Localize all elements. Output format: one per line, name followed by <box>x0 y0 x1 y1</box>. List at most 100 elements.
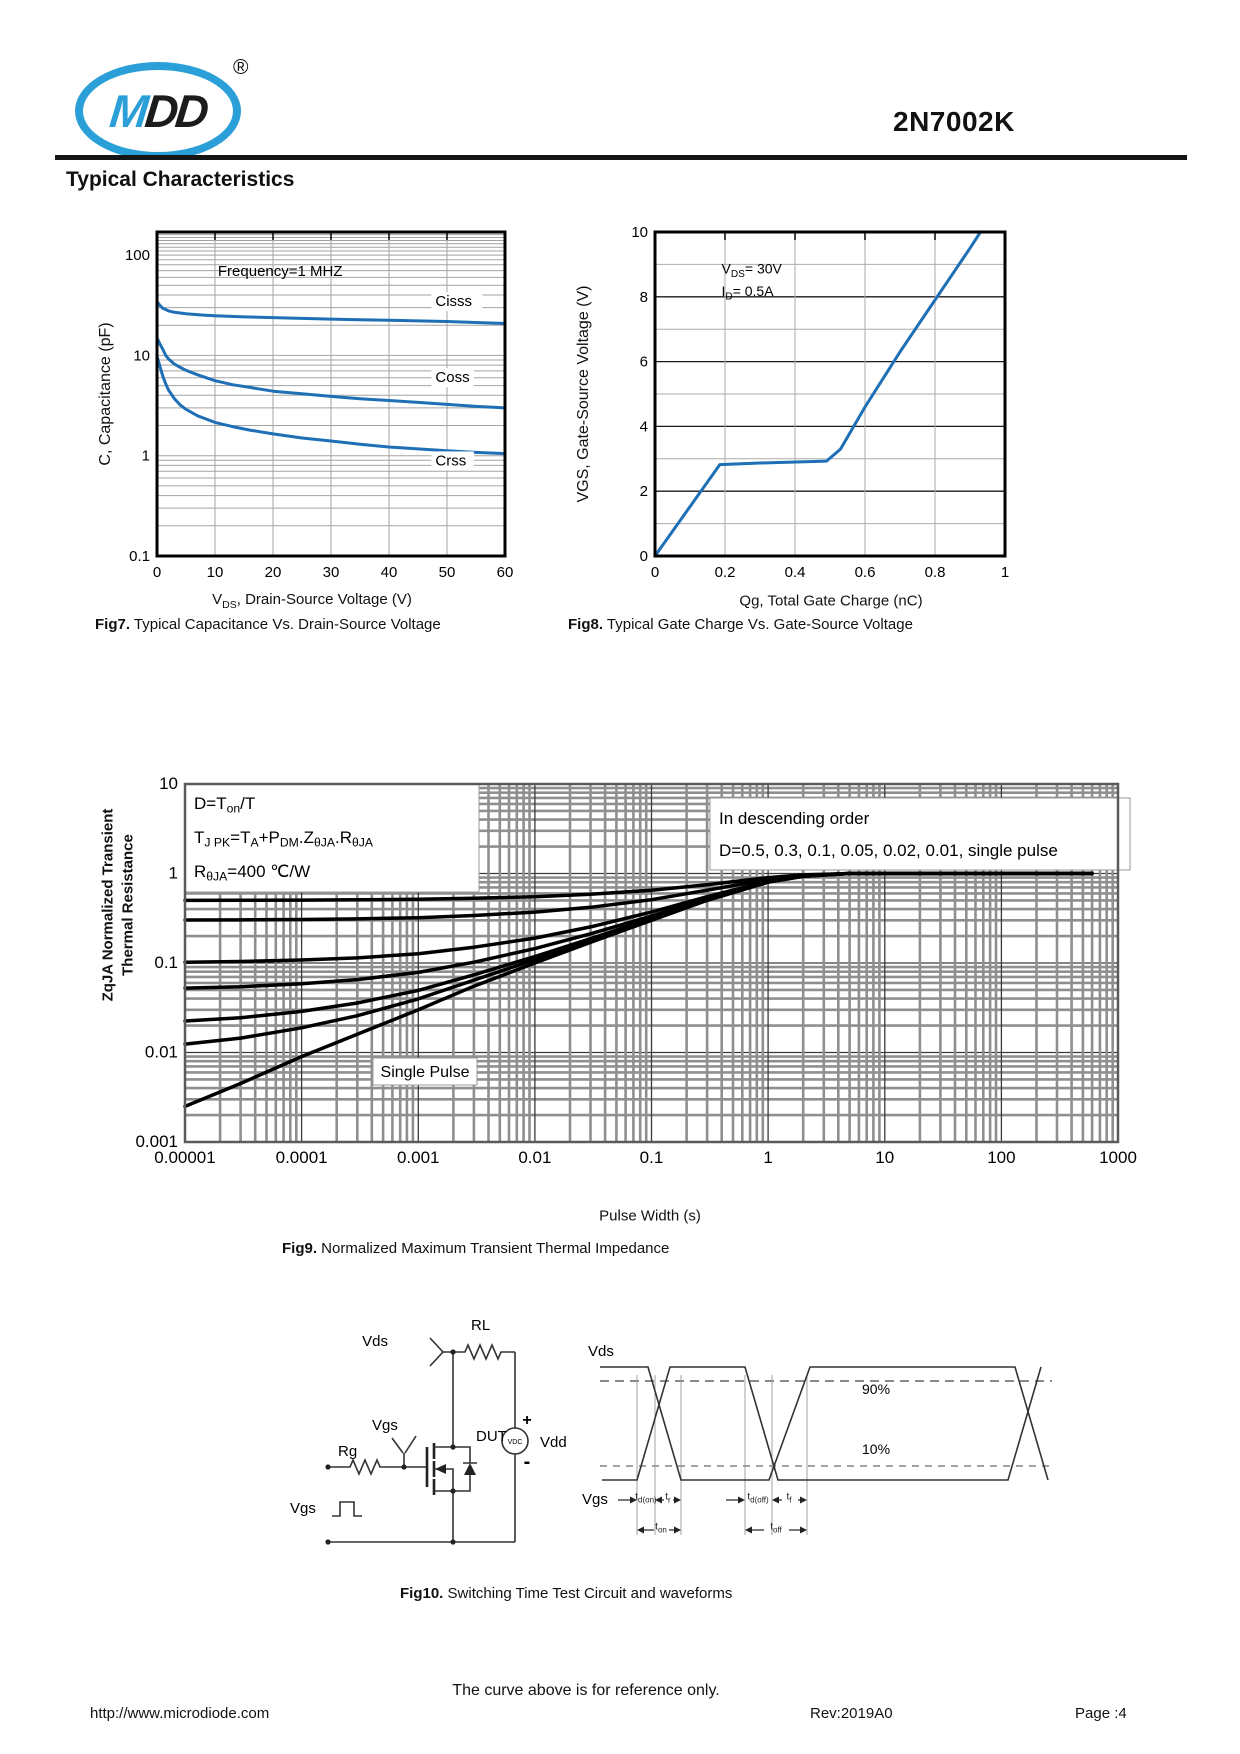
svg-text:1000: 1000 <box>1099 1148 1137 1167</box>
svg-text:VDS= 30V: VDS= 30V <box>722 260 783 280</box>
logo-letters-dd: DD <box>142 85 209 137</box>
svg-text:0: 0 <box>640 548 648 565</box>
pct90-label: 90% <box>862 1381 890 1397</box>
plus-sign: + <box>522 1412 531 1429</box>
svg-text:In descending order: In descending order <box>719 809 870 828</box>
svg-text:10: 10 <box>875 1148 894 1167</box>
svg-text:30: 30 <box>323 564 340 581</box>
svg-text:ID= 0.5A: ID= 0.5A <box>722 283 775 303</box>
svg-text:8: 8 <box>640 289 648 306</box>
svg-text:1: 1 <box>142 448 150 465</box>
svg-text:0.01: 0.01 <box>145 1043 178 1062</box>
fig8-xlabel: Qg, Total Gate Charge (nC) <box>739 592 923 610</box>
fig9-caption: Fig9. Normalized Maximum Transient Therm… <box>282 1240 669 1257</box>
svg-text:0.001: 0.001 <box>397 1148 440 1167</box>
svg-text:50: 50 <box>439 564 456 581</box>
svg-text:0.001: 0.001 <box>135 1132 178 1151</box>
vgs-pulse-label: Vgs <box>290 1500 316 1517</box>
fig9-thermal-impedance-chart: D=Ton/T TJ PK=TA+PDM.ZθJA.RθJA RθJA=400 ℃/… <box>135 774 1137 1167</box>
fig10-caption: Fig10. Switching Time Test Circuit and w… <box>400 1585 732 1602</box>
brand-logo: MDD ® <box>75 56 255 160</box>
fig9-ylabel-line1: ZqJA Normalized Transient <box>99 808 117 1002</box>
rl-resistor <box>443 1342 515 1362</box>
vdc-label: VDC <box>508 1439 523 1446</box>
svg-text:0.6: 0.6 <box>855 564 876 581</box>
svg-text:0.8: 0.8 <box>925 564 946 581</box>
fig10-caption-text: Switching Time Test Circuit and waveform… <box>443 1585 733 1602</box>
svg-text:4: 4 <box>640 418 648 435</box>
svg-text:20: 20 <box>265 564 282 581</box>
fig9-caption-text: Normalized Maximum Transient Thermal Imp… <box>317 1240 670 1257</box>
svg-text:Crss: Crss <box>435 452 466 469</box>
svg-text:0.1: 0.1 <box>640 1148 664 1167</box>
svg-text:0.01: 0.01 <box>518 1148 551 1167</box>
registered-trademark-icon: ® <box>233 56 249 79</box>
fig9-xlabel: Pulse Width (s) <box>599 1207 701 1225</box>
vgs-waveform <box>602 1366 1042 1481</box>
svg-text:0.00001: 0.00001 <box>154 1148 215 1167</box>
svg-text:40: 40 <box>381 564 398 581</box>
rg-resistor <box>328 1457 427 1477</box>
svg-text:Frequency=1 MHZ: Frequency=1 MHZ <box>218 263 343 280</box>
svg-text:10: 10 <box>159 774 178 793</box>
svg-text:0.1: 0.1 <box>129 548 150 565</box>
svg-text:1: 1 <box>1001 564 1009 581</box>
part-number: 2N7002K <box>893 106 1015 137</box>
svg-text:0.0001: 0.0001 <box>276 1148 328 1167</box>
footer-page-number: Page :4 <box>1075 1705 1127 1722</box>
svg-text:100: 100 <box>987 1148 1015 1167</box>
fig8-caption-text: Typical Gate Charge Vs. Gate-Source Volt… <box>603 616 913 633</box>
svg-text:100: 100 <box>125 247 150 264</box>
fig7-ylabel: C, Capacitance (pF) <box>97 322 114 466</box>
svg-text:1: 1 <box>169 864 178 883</box>
svg-text:RθJA=400 ℃/W: RθJA=400 ℃/W <box>194 862 310 884</box>
svg-text:Coss: Coss <box>435 369 469 386</box>
body-diode-wires <box>453 1446 477 1492</box>
fig7-capacitance-chart: Cisss Coss Crss 0 10 20 30 40 50 60 100 10 1 0.1 Frequ… <box>125 230 513 581</box>
svg-text:0.4: 0.4 <box>785 564 806 581</box>
timing-boundary-lines <box>636 1375 808 1535</box>
timing-label-td-off: td(off) <box>747 1491 769 1505</box>
svg-text:Single Pulse: Single Pulse <box>381 1064 470 1081</box>
reference-note: The curve above is for reference only. <box>452 1682 720 1699</box>
svg-text:D=0.5, 0.3, 0.1, 0.05, 0.02, 0: D=0.5, 0.3, 0.1, 0.05, 0.02, 0.01, singl… <box>719 841 1058 860</box>
junction-dot <box>450 1488 456 1494</box>
svg-text:D=Ton/T: D=Ton/T <box>194 794 255 816</box>
vds-label: Vds <box>362 1333 388 1350</box>
svg-text:TJ PK=TA+PDM.ZθJA.RθJA: TJ PK=TA+PDM.ZθJA.RθJA <box>194 828 374 850</box>
logo-text: MDD <box>107 85 209 137</box>
footer-revision: Rev:2019A0 <box>810 1705 893 1722</box>
vgs-probe-icon <box>391 1435 417 1467</box>
fig10-test-circuit: Vds RL DUT Vgs Rg Vgs VDC + - Vdd <box>290 1317 567 1545</box>
rl-label: RL <box>471 1317 490 1334</box>
footer-url[interactable]: http://www.microdiode.com <box>90 1705 270 1722</box>
page-title: Typical Characteristics <box>66 168 295 191</box>
fig7-xlabel: VDS, Drain-Source Voltage (V) <box>212 591 412 611</box>
timing-label-td-on: td(on) <box>635 1491 657 1505</box>
junction-dot <box>450 1349 456 1355</box>
pct10-label: 10% <box>862 1441 890 1457</box>
rg-label: Rg <box>338 1443 357 1460</box>
mosfet-body-arrow-icon <box>435 1464 446 1474</box>
fig7-caption-text: Typical Capacitance Vs. Drain-Source Vol… <box>130 616 441 633</box>
fig7-caption: Fig7. Typical Capacitance Vs. Drain-Sour… <box>95 616 441 633</box>
fig8-caption-tag: Fig8. <box>568 616 604 633</box>
body-diode-icon <box>464 1463 476 1475</box>
svg-text:10: 10 <box>207 564 224 581</box>
svg-text:Cisss: Cisss <box>435 293 472 310</box>
junction-dot <box>450 1539 456 1545</box>
svg-text:10: 10 <box>133 347 150 364</box>
vds-probe-icon <box>429 1337 445 1367</box>
svg-text:0.2: 0.2 <box>715 564 736 581</box>
logo-ellipse-icon: MDD <box>75 62 241 160</box>
fig8-ylabel: VGS, Gate-Source Voltage (V) <box>575 285 592 503</box>
vgs-pulse-icon <box>332 1501 362 1517</box>
svg-text:1: 1 <box>763 1148 772 1167</box>
vds-waveform <box>600 1366 1049 1481</box>
svg-text:0: 0 <box>153 564 161 581</box>
junction-dot <box>450 1444 456 1450</box>
header-rule <box>55 155 1187 160</box>
vgs-probe-label: Vgs <box>372 1417 398 1434</box>
